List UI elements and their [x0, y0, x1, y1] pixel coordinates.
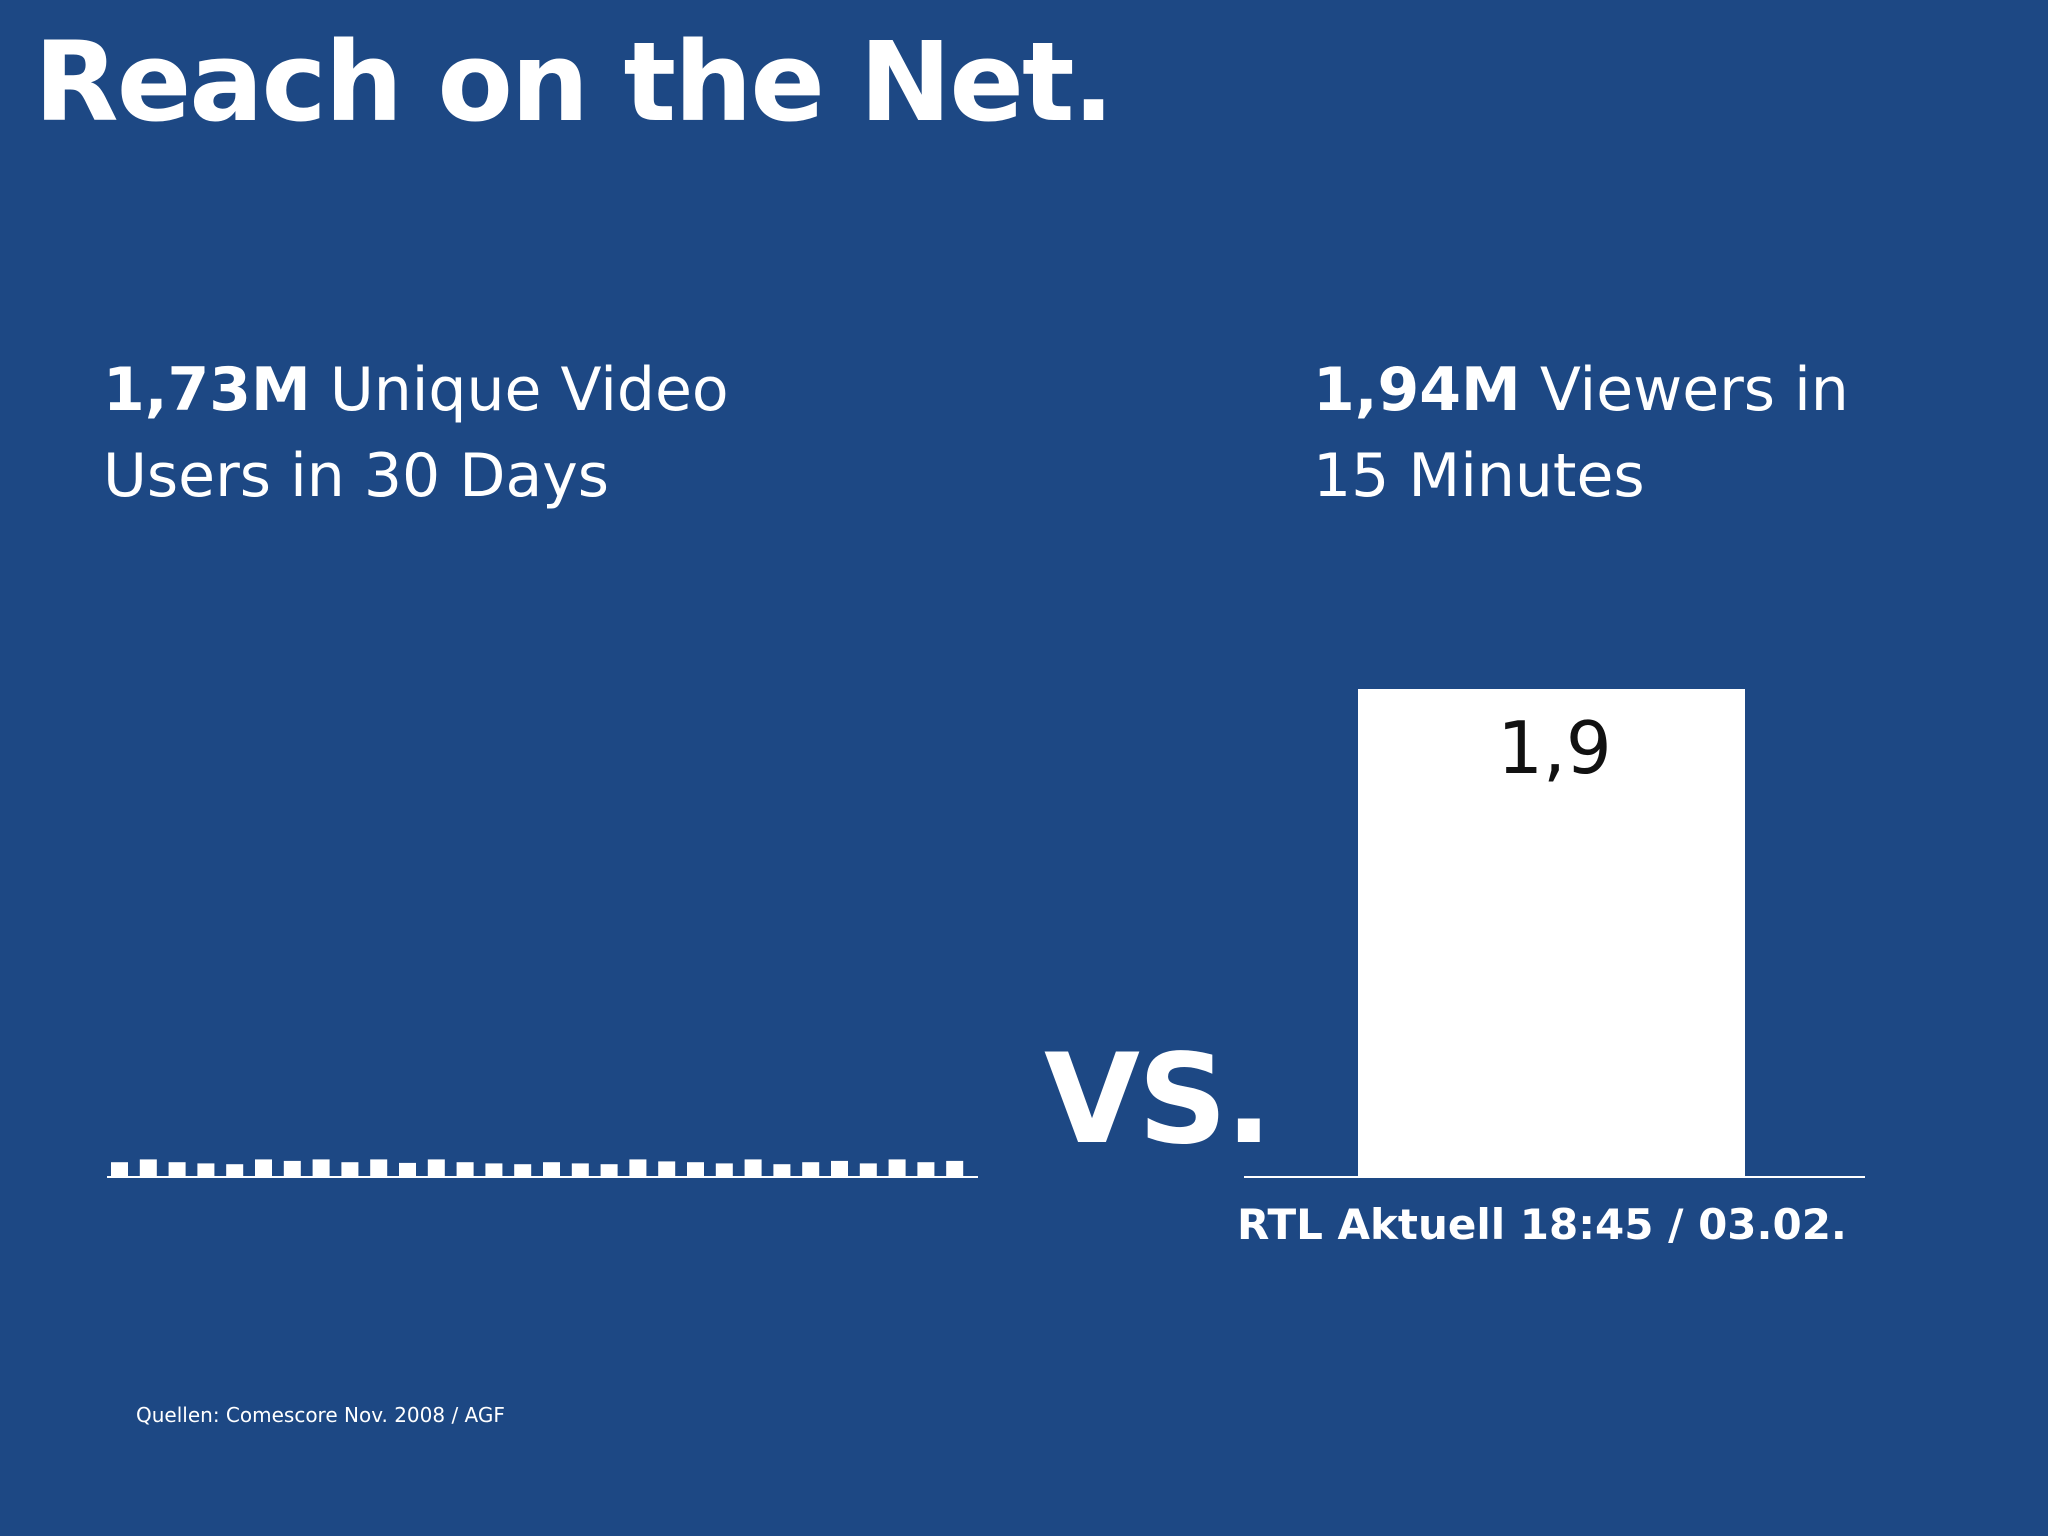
- stat-tv-figure: 1,94M: [1313, 355, 1521, 425]
- daily-bar: [312, 1159, 330, 1176]
- daily-bar: [629, 1159, 647, 1176]
- stat-online-text-line1: Unique Video: [310, 355, 729, 425]
- daily-bar: [427, 1159, 445, 1176]
- daily-bar: [917, 1162, 935, 1176]
- daily-bar: [859, 1163, 877, 1176]
- daily-bar: [111, 1162, 128, 1176]
- daily-bar: [946, 1160, 964, 1176]
- daily-bar: [514, 1164, 532, 1176]
- tv-bar-caption: RTL Aktuell 18:45 / 03.02.: [1237, 1200, 1847, 1249]
- daily-bar: [744, 1159, 762, 1176]
- daily-bar: [283, 1160, 301, 1176]
- stat-tv-text-line1: Viewers in: [1520, 355, 1849, 425]
- daily-bar: [168, 1162, 186, 1176]
- daily-bar: [600, 1164, 618, 1176]
- daily-bar: [571, 1163, 589, 1176]
- daily-bar: [255, 1159, 272, 1176]
- daily-bar: [773, 1164, 791, 1176]
- daily-bar: [341, 1162, 359, 1176]
- daily-bar: [139, 1159, 157, 1176]
- vs-label: VS.: [1044, 1028, 1272, 1172]
- daily-bar: [370, 1159, 388, 1176]
- daily-bar: [687, 1162, 704, 1176]
- tv-bar-value-label: 1,9: [1497, 706, 1612, 790]
- daily-bar: [715, 1163, 733, 1176]
- daily-bar: [888, 1159, 906, 1176]
- daily-bar: [197, 1163, 215, 1176]
- daily-bar: [658, 1161, 676, 1176]
- daily-bar: [456, 1162, 474, 1176]
- source-note: Quellen: Comescore Nov. 2008 / AGF: [136, 1403, 505, 1427]
- page-title: Reach on the Net.: [34, 18, 1114, 146]
- stat-tv-text-line2: 15 Minutes: [1313, 441, 1645, 511]
- daily-bar: [802, 1162, 820, 1176]
- daily-bar: [831, 1160, 848, 1176]
- stat-online-figure: 1,73M: [103, 355, 311, 425]
- tv-viewers-bar: [1358, 689, 1745, 1176]
- stat-tv-viewers: 1,94M Viewers in 15 Minutes: [1313, 347, 1849, 519]
- daily-bar: [226, 1164, 244, 1176]
- daily-bar: [543, 1162, 560, 1176]
- daily-bars-group: [111, 1159, 964, 1176]
- daily-bar: [399, 1162, 416, 1176]
- stat-online-video: 1,73M Unique Video Users in 30 Days: [103, 347, 729, 519]
- daily-bar: [485, 1163, 503, 1176]
- stat-online-text-line2: Users in 30 Days: [103, 441, 610, 511]
